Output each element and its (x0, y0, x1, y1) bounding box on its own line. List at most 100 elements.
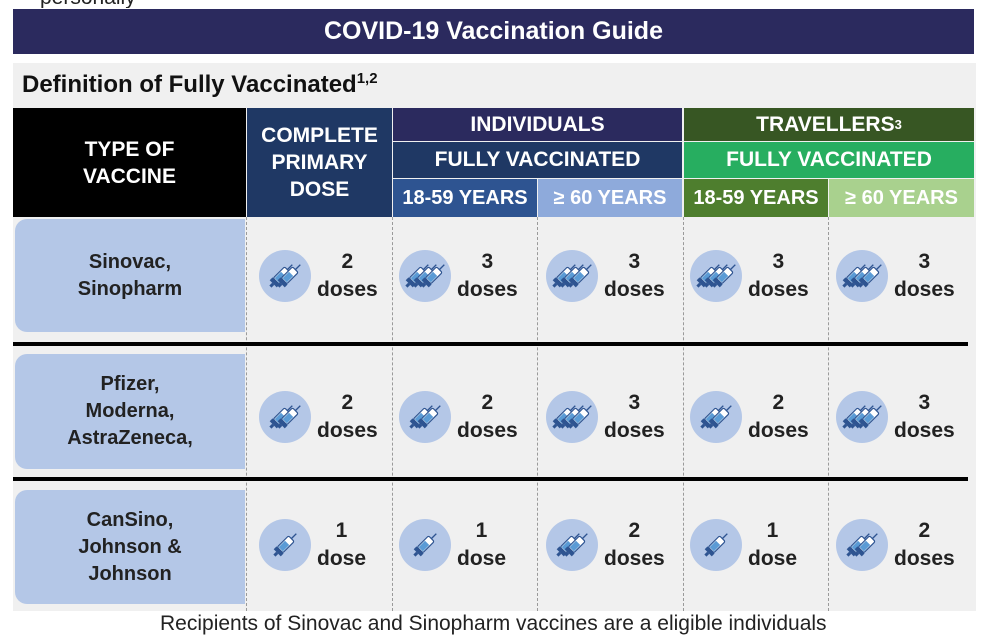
vaccine-name-cell: Sinovac, Sinopharm (15, 219, 245, 332)
dose-cell: 3 doses (836, 372, 955, 462)
dose-text: 2 doses (894, 517, 955, 573)
dose-text: 1 dose (457, 517, 506, 573)
dose-cell: 3 doses (690, 231, 809, 321)
footer-note: Recipients of Sinovac and Sinopharm vacc… (160, 612, 827, 635)
dose-unit: doses (894, 278, 955, 301)
syringe-icon (259, 391, 311, 443)
vaccine-name-line: Sinovac, (88, 250, 172, 273)
dose-cell: 2 doses (399, 372, 518, 462)
syringe-icon (259, 519, 311, 571)
dose-text: 3 doses (604, 389, 665, 445)
dose-text: 3 doses (604, 248, 665, 304)
syringe-icon (690, 519, 742, 571)
vaccine-name-line: Johnson (88, 562, 172, 585)
vaccine-name-line: CanSino, (86, 508, 174, 531)
dose-cell: 1 dose (399, 500, 506, 590)
vaccine-name-line: Pfizer, (100, 373, 160, 395)
syringe-icon (690, 391, 742, 443)
header-individuals-60-plus: ≥ 60 YEARS (538, 179, 682, 217)
top-cut-text-content: personally (40, 0, 136, 8)
vaccine-name-line: Sinopharm (77, 277, 183, 300)
header-individuals-fully-vaccinated: FULLY VACCINATED (393, 142, 682, 178)
header-primary-line2: PRIMARY (271, 151, 368, 174)
dose-text: 3 doses (457, 248, 518, 304)
dose-cell: 1 dose (259, 500, 366, 590)
dose-unit: doses (317, 419, 378, 442)
dose-unit: dose (317, 547, 367, 570)
syringe-icon (836, 519, 888, 571)
dose-text: 3 doses (894, 389, 955, 445)
dose-number: 2 (341, 250, 354, 273)
dose-text: 2 doses (317, 248, 378, 304)
vaccine-name-line: Johnson & (78, 535, 182, 558)
dose-cell: 2 doses (259, 372, 378, 462)
dose-text: 3 doses (894, 248, 955, 304)
header-type-of-vaccine: TYPE OF VACCINE (13, 108, 246, 217)
vaccine-name-line: AstraZeneca, (67, 427, 193, 449)
syringe-icon (546, 250, 598, 302)
dose-cell: 2 doses (259, 231, 378, 321)
header-travellers-60-plus: ≥ 60 YEARS (829, 179, 974, 217)
header-travellers-fully-vaccinated: FULLY VACCINATED (684, 142, 974, 178)
dose-cell: 2 doses (690, 372, 809, 462)
dose-cell: 1 dose (690, 500, 797, 590)
dose-number: 3 (918, 391, 931, 414)
dose-number: 1 (335, 519, 348, 542)
syringe-icon (546, 391, 598, 443)
dose-text: 1 dose (317, 517, 366, 573)
dose-number: 3 (918, 250, 931, 273)
syringe-icon (546, 519, 598, 571)
dose-text: 1 dose (748, 517, 797, 573)
dose-unit: doses (457, 419, 518, 442)
dose-cell: 3 doses (546, 372, 665, 462)
vaccine-name-cell: Pfizer, Moderna, AstraZeneca, (15, 354, 245, 469)
subtitle-text: Definition of Fully Vaccinated (22, 71, 357, 98)
page-title: COVID-19 Vaccination Guide (13, 9, 974, 54)
header-primary-line3: DOSE (289, 178, 350, 201)
dose-unit: dose (748, 547, 798, 570)
dose-unit: doses (604, 278, 665, 301)
dose-text: 3 doses (748, 248, 809, 304)
syringe-icon (836, 250, 888, 302)
dose-number: 3 (628, 250, 641, 273)
row-divider (13, 342, 968, 346)
dose-number: 2 (772, 391, 785, 414)
vaccine-name-cell: CanSino, Johnson & Johnson (15, 490, 245, 604)
syringe-icon (399, 391, 451, 443)
header-individuals: INDIVIDUALS (393, 108, 682, 141)
column-divider (392, 217, 393, 611)
header-travellers: TRAVELLERS 3 (684, 108, 974, 141)
dose-cell: 3 doses (836, 231, 955, 321)
dose-number: 3 (628, 391, 641, 414)
dose-number: 2 (918, 519, 931, 542)
dose-text: 2 doses (748, 389, 809, 445)
dose-cell: 3 doses (546, 231, 665, 321)
dose-unit: dose (457, 547, 507, 570)
top-cut-text: personally (0, 0, 996, 8)
dose-cell: 3 doses (399, 231, 518, 321)
dose-unit: doses (604, 547, 665, 570)
dose-number: 2 (481, 391, 494, 414)
subtitle-footnote: 1,2 (356, 70, 378, 87)
dose-text: 2 doses (457, 389, 518, 445)
dose-number: 2 (341, 391, 354, 414)
dose-number: 3 (481, 250, 494, 273)
dose-unit: doses (748, 278, 809, 301)
dose-number: 2 (628, 519, 641, 542)
column-divider (683, 217, 684, 611)
dose-number: 3 (772, 250, 785, 273)
dose-unit: doses (894, 419, 955, 442)
dose-unit: doses (894, 547, 955, 570)
vaccine-name-line: Moderna, (85, 400, 175, 422)
dose-number: 1 (766, 519, 779, 542)
column-divider (246, 217, 247, 611)
header-primary-line1: COMPLETE (261, 124, 378, 147)
dose-text: 2 doses (604, 517, 665, 573)
header-type-line2: VACCINE (83, 164, 176, 188)
header-travellers-footnote: 3 (894, 117, 902, 132)
dose-cell: 2 doses (546, 500, 665, 590)
dose-unit: doses (317, 278, 378, 301)
header-travellers-18-59: 18-59 YEARS (684, 179, 828, 217)
dose-unit: doses (457, 278, 518, 301)
header-complete-primary-dose: COMPLETE PRIMARY DOSE (247, 108, 392, 217)
